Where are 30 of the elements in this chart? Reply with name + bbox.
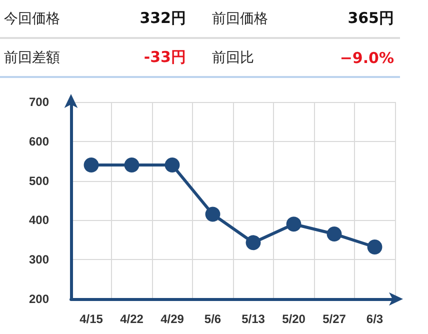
- x-tick-label: 4/15: [80, 312, 104, 326]
- text: −9.0%: [338, 48, 395, 66]
- point: [164, 158, 180, 173]
- x-tick-label: 4/22: [120, 312, 144, 326]
- text: 今回価格: [3, 10, 61, 28]
- text: 前回差額: [3, 48, 61, 66]
- point: [246, 235, 261, 250]
- x-tick-label: 5/20: [282, 312, 306, 326]
- x-tick-label: 6/3: [366, 312, 384, 326]
- text: -33円: [142, 48, 187, 67]
- text: 前回比: [211, 48, 255, 66]
- x-tick-label: 5/6: [204, 312, 222, 326]
- point: [84, 158, 99, 173]
- text: 332円: [138, 9, 187, 28]
- y-tick-label: 600: [28, 134, 50, 148]
- text: 前回価格: [211, 10, 269, 28]
- y-tick-label: 400: [28, 213, 50, 228]
- text: 365円: [346, 9, 395, 28]
- point: [326, 226, 342, 242]
- x-tick-label: 5/13: [242, 312, 266, 326]
- point: [286, 216, 302, 232]
- y-tick-label: 500: [28, 174, 50, 188]
- y-tick-label: 200: [28, 292, 50, 306]
- y-tick-label: 700: [28, 95, 50, 109]
- x-tick-label: 4/29: [160, 312, 184, 326]
- point: [367, 239, 382, 254]
- x-tick-label: 5/27: [322, 312, 346, 326]
- y-tick-label: 300: [28, 252, 50, 267]
- point: [205, 206, 220, 222]
- point: [124, 158, 140, 173]
